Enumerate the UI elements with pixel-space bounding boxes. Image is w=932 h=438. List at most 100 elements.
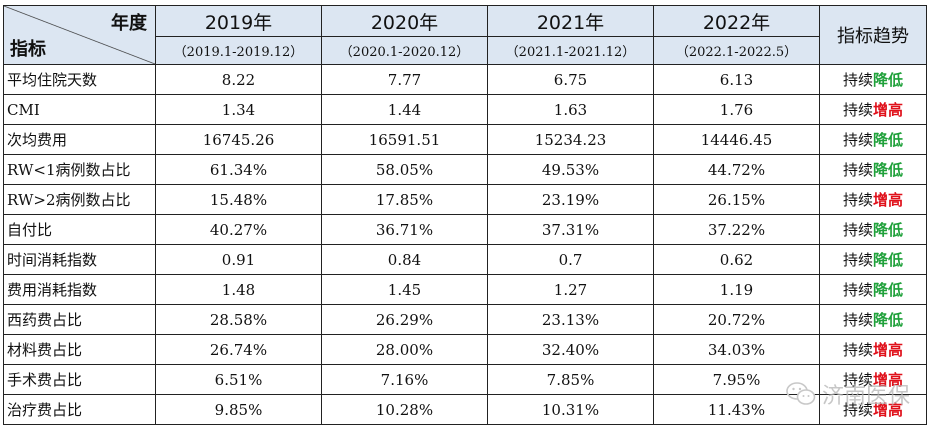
value-cell: 26.15% [653,184,820,215]
value-cell: 1.45 [321,274,488,305]
trend-direction: 降低 [873,131,904,149]
trend-cell: 持续降低 [819,154,927,185]
trend-prefix: 持续 [842,101,873,119]
value-cell: 16591.51 [321,124,488,155]
table-row: 西药费占比 28.58% 26.29% 23.13% 20.72% 持续降低 [3,304,927,335]
value-cell: 7.95% [653,364,820,395]
value-cell: 34.03% [653,334,820,365]
trend-cell: 持续降低 [819,304,927,335]
year-range-2020: （2020.1-2020.12） [321,36,488,65]
value-cell: 36.71% [321,214,488,245]
trend-direction: 降低 [873,281,904,299]
value-cell: 28.00% [321,334,488,365]
value-cell: 1.76 [653,94,820,125]
trend-prefix: 持续 [842,281,873,299]
trend-cell: 持续降低 [819,124,927,155]
trend-prefix: 持续 [842,401,873,419]
value-cell: 44.72% [653,154,820,185]
year-header-2019: 2019年 [155,5,322,37]
indicator-name: 材料费占比 [3,334,156,365]
trend-cell: 持续增高 [819,94,927,125]
indicator-name: 自付比 [3,214,156,245]
value-cell: 23.13% [487,304,654,335]
trend-prefix: 持续 [842,311,873,329]
value-cell: 26.29% [321,304,488,335]
value-cell: 58.05% [321,154,488,185]
indicator-name: 西药费占比 [3,304,156,335]
table-row: 治疗费占比 9.85% 10.28% 10.31% 11.43% 持续增高 [3,394,927,425]
table-row: 手术费占比 6.51% 7.16% 7.85% 7.95% 持续增高 [3,364,927,395]
trend-direction: 增高 [873,341,904,359]
value-cell: 0.7 [487,244,654,275]
trend-cell: 持续增高 [819,334,927,365]
trend-cell: 持续降低 [819,274,927,305]
value-cell: 1.48 [155,274,322,305]
value-cell: 1.34 [155,94,322,125]
indicator-name: 次均费用 [3,124,156,155]
value-cell: 6.51% [155,364,322,395]
value-cell: 15234.23 [487,124,654,155]
value-cell: 61.34% [155,154,322,185]
trend-prefix: 持续 [842,71,873,89]
trend-prefix: 持续 [842,161,873,179]
trend-prefix: 持续 [842,251,873,269]
value-cell: 23.19% [487,184,654,215]
value-cell: 0.84 [321,244,488,275]
year-range-2022: （2022.1-2022.5） [653,36,820,65]
table-row: 平均住院天数 8.22 7.77 6.75 6.13 持续降低 [3,64,927,95]
indicator-name: CMI [3,94,156,125]
table-header: 年度 指标 2019年 2020年 2021年 2022年 指标趋势 （2019… [3,5,927,65]
trend-direction: 增高 [873,191,904,209]
trend-prefix: 持续 [842,341,873,359]
indicator-name: 手术费占比 [3,364,156,395]
trend-cell: 持续降低 [819,64,927,95]
value-cell: 37.31% [487,214,654,245]
value-cell: 1.19 [653,274,820,305]
corner-year-label: 年度 [111,13,147,34]
indicator-table: 年度 指标 2019年 2020年 2021年 2022年 指标趋势 （2019… [3,5,927,425]
indicator-name: RW<1病例数占比 [3,154,156,185]
trend-cell: 持续增高 [819,394,927,425]
year-header-2020: 2020年 [321,5,488,37]
table-row: 次均费用 16745.26 16591.51 15234.23 14446.45 持续降低 [3,124,927,155]
indicator-name: 平均住院天数 [3,64,156,95]
value-cell: 7.85% [487,364,654,395]
value-cell: 1.44 [321,94,488,125]
trend-cell: 持续增高 [819,364,927,395]
value-cell: 0.91 [155,244,322,275]
value-cell: 16745.26 [155,124,322,155]
year-header-2022: 2022年 [653,5,820,37]
year-range-2019: （2019.1-2019.12） [155,36,322,65]
value-cell: 20.72% [653,304,820,335]
value-cell: 1.63 [487,94,654,125]
trend-direction: 降低 [873,71,904,89]
value-cell: 11.43% [653,394,820,425]
value-cell: 28.58% [155,304,322,335]
value-cell: 14446.45 [653,124,820,155]
indicator-name: RW>2病例数占比 [3,184,156,215]
trend-direction: 降低 [873,251,904,269]
trend-prefix: 持续 [842,131,873,149]
value-cell: 10.28% [321,394,488,425]
table-row: 时间消耗指数 0.91 0.84 0.7 0.62 持续降低 [3,244,927,275]
year-range-2021: （2021.1-2021.12） [487,36,654,65]
value-cell: 17.85% [321,184,488,215]
trend-direction: 降低 [873,221,904,239]
trend-cell: 持续降低 [819,214,927,245]
value-cell: 9.85% [155,394,322,425]
value-cell: 7.77 [321,64,488,95]
value-cell: 37.22% [653,214,820,245]
trend-cell: 持续降低 [819,244,927,275]
trend-direction: 增高 [873,101,904,119]
trend-direction: 降低 [873,161,904,179]
table-row: 费用消耗指数 1.48 1.45 1.27 1.19 持续降低 [3,274,927,305]
value-cell: 32.40% [487,334,654,365]
value-cell: 6.13 [653,64,820,95]
value-cell: 1.27 [487,274,654,305]
value-cell: 49.53% [487,154,654,185]
value-cell: 8.22 [155,64,322,95]
trend-cell: 持续增高 [819,184,927,215]
trend-direction: 增高 [873,371,904,389]
table-body: 平均住院天数 8.22 7.77 6.75 6.13 持续降低 CMI 1.34 1.44 1.6… [3,64,927,425]
corner-header: 年度 指标 [3,5,156,65]
